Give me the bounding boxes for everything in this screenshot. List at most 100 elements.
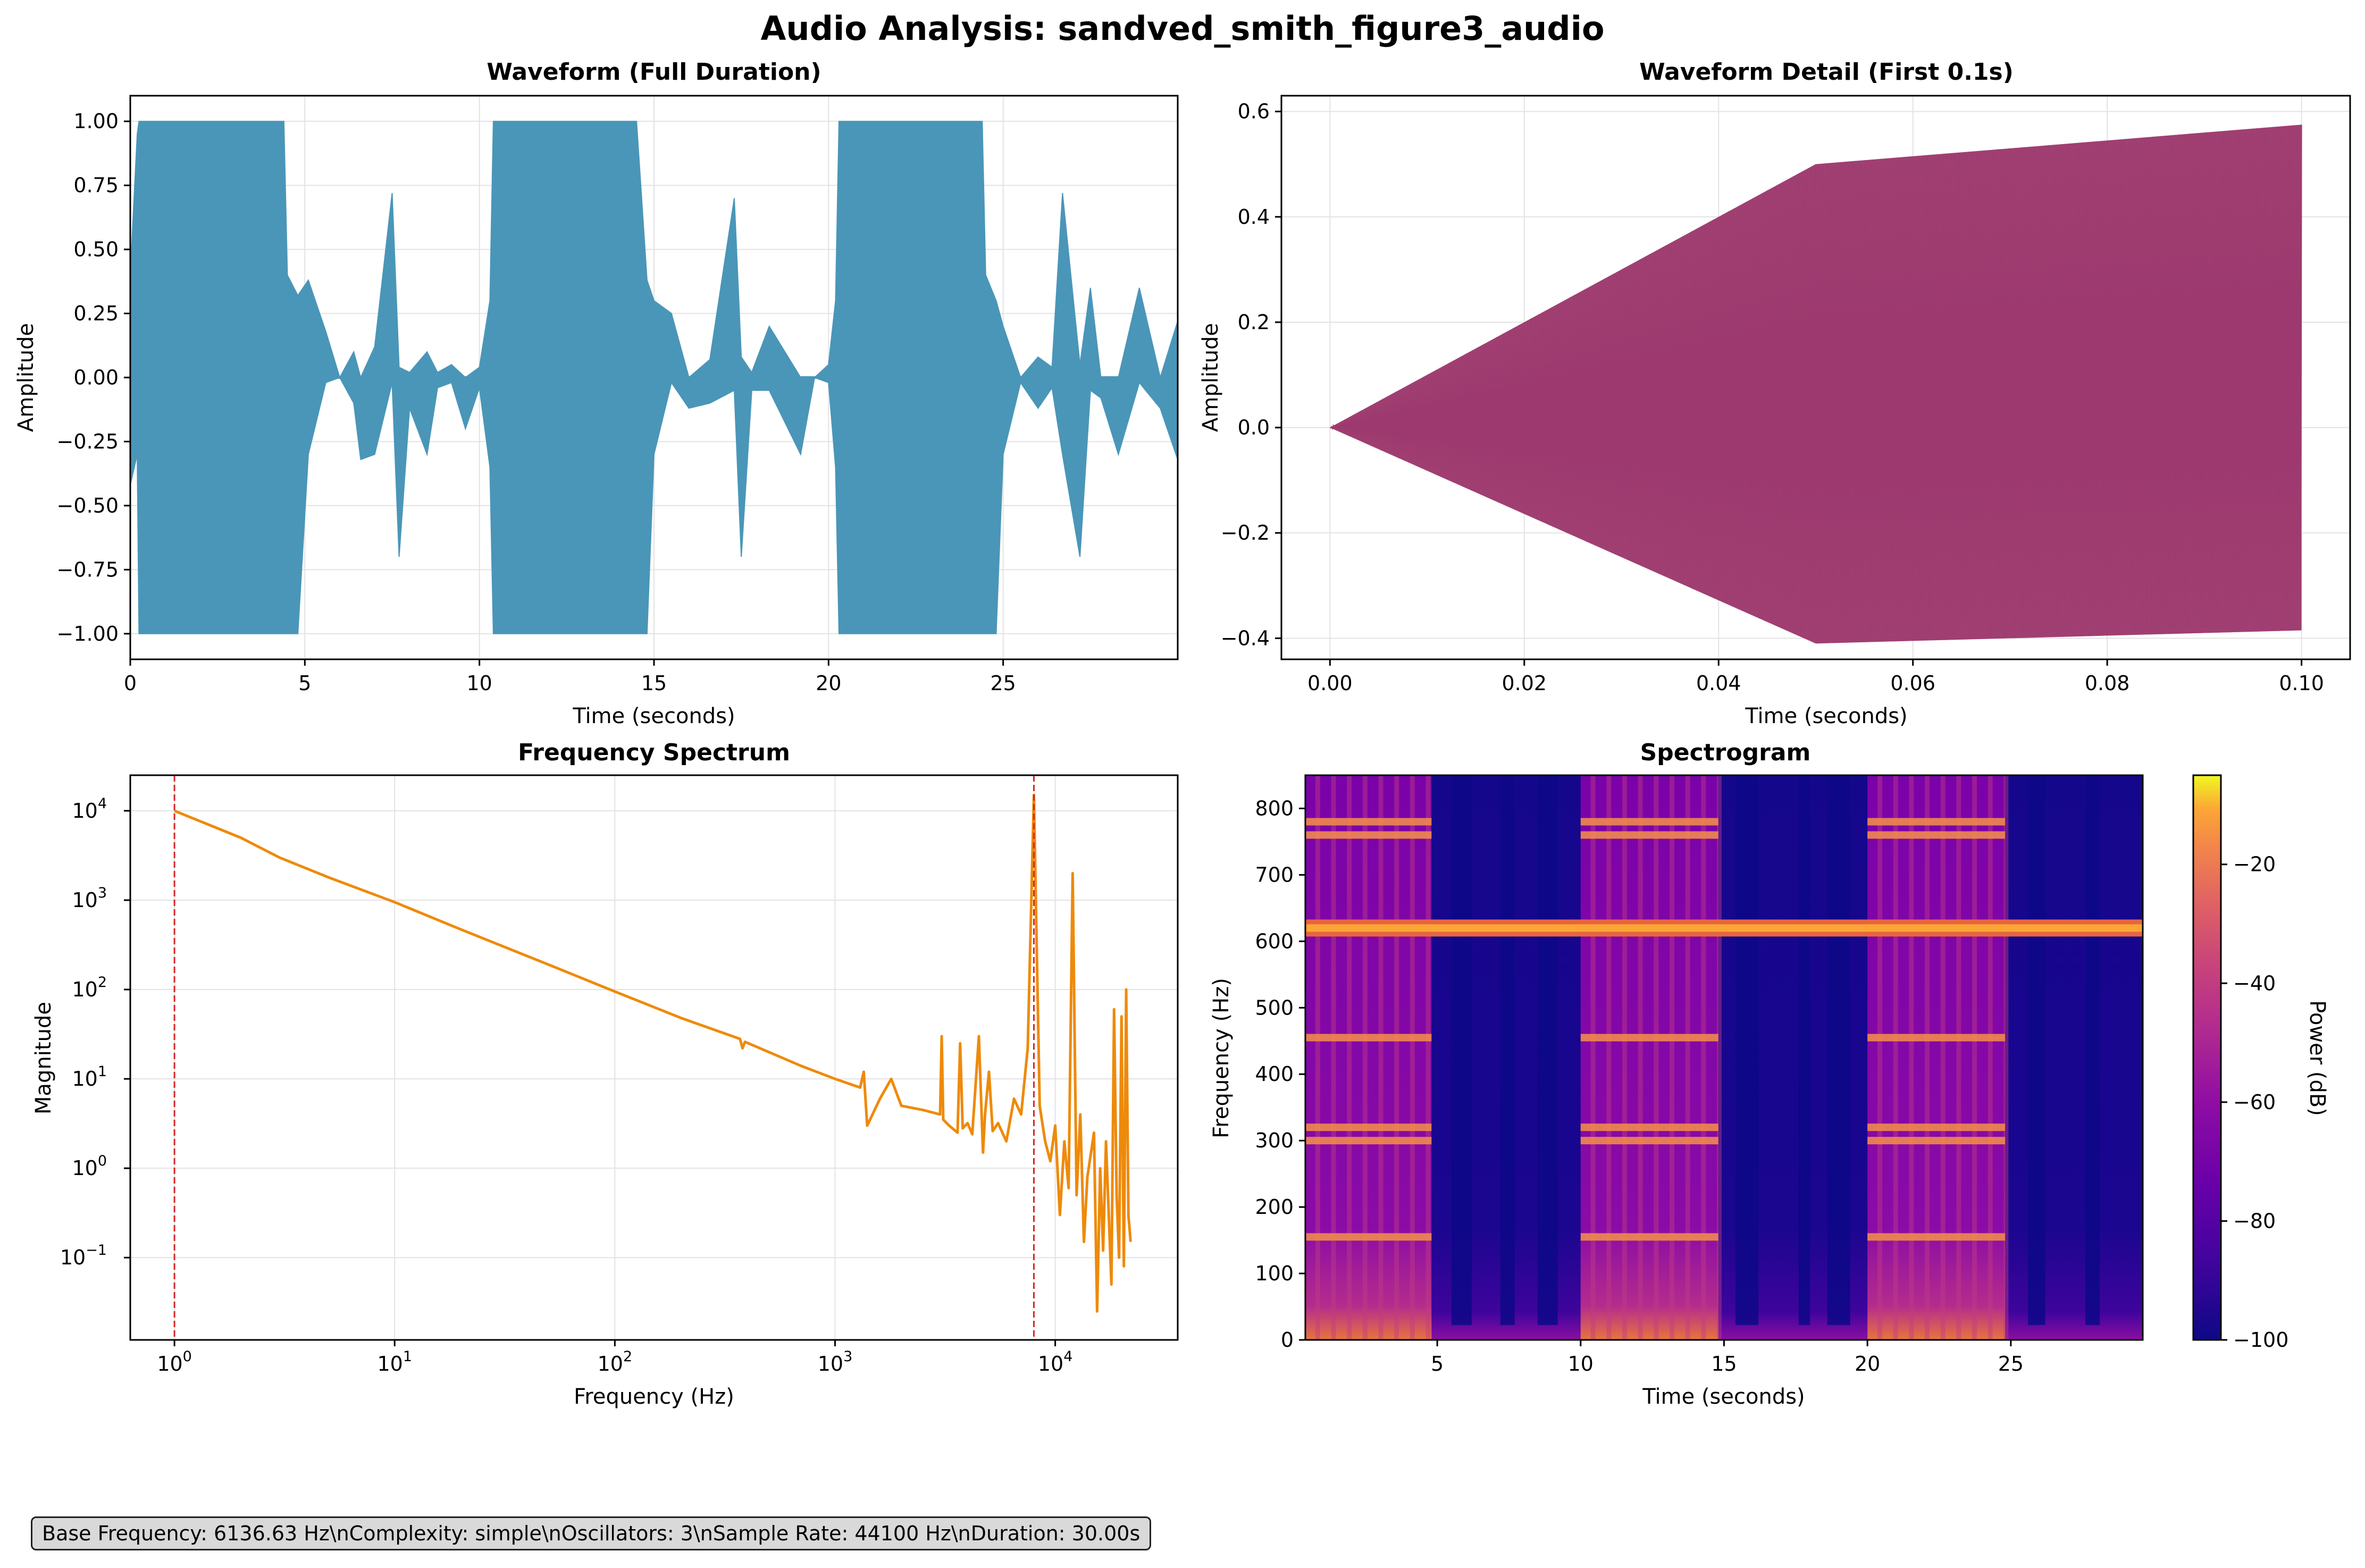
waveform-detail-xlabel: Time (seconds)	[1745, 704, 1907, 728]
silent-stripe	[1500, 775, 1515, 1325]
colorbar-axis: −100 −80 −60 −40 −20	[2221, 853, 2288, 1352]
x-tick-label: 0.04	[1696, 672, 1741, 695]
spectrogram-title: Spectrogram	[1640, 739, 1811, 766]
y-tick-exponent: −1	[86, 1242, 107, 1259]
harmonic-band	[1580, 1137, 1718, 1145]
y-tick-label: −0.75	[57, 558, 119, 581]
spectrum-panel: Frequency Spectrum 100 101 102 103 10410−110…	[31, 739, 1179, 1409]
x-tick-label: 0.00	[1307, 672, 1353, 695]
y-tick-label: 100	[1255, 1262, 1294, 1285]
waveform-detail-axes: 0.00 0.02 0.04 0.06 0.08 0.10 −0.4 −0.2 0.0 0.2 0.…	[1221, 100, 2324, 695]
waveform-detail-ylabel: Amplitude	[1198, 323, 1223, 432]
waveform-full-axes: 0 5 10 15 20 25 −1.00 −0.75 −0.50 −0.25 0.00 0.25 0.…	[57, 110, 1016, 695]
tonal-band	[1305, 924, 2143, 932]
colorbar-tick-label: −60	[2233, 1091, 2276, 1114]
onset-streak	[1315, 775, 1320, 1340]
y-tick-label: 0.75	[73, 174, 119, 197]
harmonic-band	[1580, 1233, 1718, 1241]
y-tick-label: 1.00	[73, 110, 119, 133]
y-tick-label: −0.2	[1221, 521, 1270, 544]
onset-streak	[1685, 775, 1690, 1340]
harmonic-band	[1580, 1123, 1718, 1131]
x-tick-label: 0	[124, 672, 137, 695]
y-tick-label: −1.00	[57, 622, 119, 645]
y-tick-label: 200	[1255, 1195, 1294, 1219]
spectrogram-panel: Spectrogram	[1209, 739, 2329, 1409]
silent-stripe	[2085, 775, 2100, 1325]
onset-streak	[1362, 775, 1368, 1340]
colorbar	[2192, 774, 2222, 1341]
detail-waveform-envelope	[1330, 124, 2302, 644]
x-tick-label: 15	[1711, 1352, 1737, 1376]
onset-streak	[1925, 775, 1930, 1340]
spectrogram-axes: 5 10 15 20 25 0 100 200 300 400 500 600 700 800	[1255, 796, 2024, 1376]
harmonic-band	[1305, 1233, 1432, 1241]
colorbar-tick-label: −80	[2233, 1209, 2276, 1232]
y-tick-label: 0.4	[1238, 205, 1270, 229]
onset-streak	[1940, 775, 1945, 1340]
onset-streak	[1717, 775, 1722, 1340]
x-tick-label: 5	[1431, 1352, 1444, 1376]
y-tick-exponent: 2	[98, 974, 107, 991]
x-tick-label: 0.02	[1502, 672, 1547, 695]
onset-streak	[1638, 775, 1643, 1340]
y-tick-label: 100	[72, 1153, 107, 1180]
y-tick-exponent: 4	[98, 795, 107, 812]
x-tick-label: 101	[377, 1348, 412, 1376]
colorbar-tick-label: −40	[2233, 971, 2276, 995]
y-tick-label: −0.4	[1221, 626, 1270, 650]
x-tick-label: 25	[1998, 1352, 2024, 1376]
y-tick-label: 0.0	[1238, 416, 1270, 439]
harmonic-band	[1305, 1137, 1432, 1145]
y-tick-label: 102	[72, 974, 107, 1001]
y-tick-label: 300	[1255, 1129, 1294, 1152]
y-tick-label: 104	[72, 795, 107, 823]
spectrum-plot	[173, 775, 1132, 1340]
colorbar-tick-label: −100	[2233, 1328, 2288, 1352]
y-tick-label: 600	[1255, 929, 1294, 953]
silent-stripe	[1827, 775, 1850, 1325]
onset-streak	[2003, 775, 2009, 1340]
waveform-detail-plot	[1329, 124, 2302, 644]
info-box: Base Frequency: 6136.63 Hz\nComplexity: …	[31, 1516, 1152, 1550]
onset-streak	[1909, 775, 1914, 1340]
y-tick-label: 700	[1255, 863, 1294, 886]
x-tick-label: 0.08	[2085, 672, 2130, 695]
x-tick-label: 0.10	[2279, 672, 2324, 695]
onset-streak	[1347, 775, 1352, 1340]
y-tick-label: −0.50	[57, 494, 119, 517]
spectrogram-plot	[1305, 775, 2143, 1340]
x-tick-exponent: 3	[843, 1348, 852, 1365]
silent-stripe	[1452, 775, 1472, 1325]
y-tick-exponent: 0	[98, 1153, 107, 1169]
active-segment	[1580, 775, 1718, 1340]
harmonic-band	[1867, 1233, 2006, 1241]
x-tick-label: 5	[298, 672, 311, 695]
x-tick-label: 10	[1568, 1352, 1594, 1376]
onset-streak	[1410, 775, 1415, 1340]
colorbar-label: Power (dB)	[2305, 1000, 2329, 1116]
spectrogram-ylabel: Frequency (Hz)	[1209, 978, 1234, 1138]
x-tick-label: 100	[157, 1348, 192, 1376]
x-tick-label: 104	[1038, 1348, 1073, 1376]
waveform-full-xlabel: Time (seconds)	[572, 704, 735, 728]
y-tick-label: 10−1	[60, 1242, 107, 1269]
x-tick-label: 20	[1855, 1352, 1880, 1376]
x-tick-label: 0.06	[1890, 672, 1935, 695]
colorbar-tick-label: −20	[2233, 853, 2276, 876]
y-tick-label: 0.50	[73, 238, 119, 261]
waveform-detail-title: Waveform Detail (First 0.1s)	[1639, 58, 2014, 86]
spectrum-frame	[129, 774, 1179, 1341]
x-tick-label: 102	[598, 1348, 633, 1376]
onset-streak	[1670, 775, 1675, 1340]
harmonic-band	[1580, 818, 1718, 826]
spectrogram-xlabel: Time (seconds)	[1642, 1385, 1805, 1409]
harmonic-band	[1305, 818, 1432, 826]
onset-streak	[1701, 775, 1706, 1340]
y-tick-label: 0.00	[73, 366, 119, 389]
harmonic-band	[1867, 1137, 2006, 1145]
x-tick-label: 15	[641, 672, 667, 695]
waveform-full-panel: Waveform (Full Duration) 0 5 10 15 20 25 −1.00…	[14, 58, 1179, 728]
harmonic-band	[1305, 1034, 1432, 1042]
